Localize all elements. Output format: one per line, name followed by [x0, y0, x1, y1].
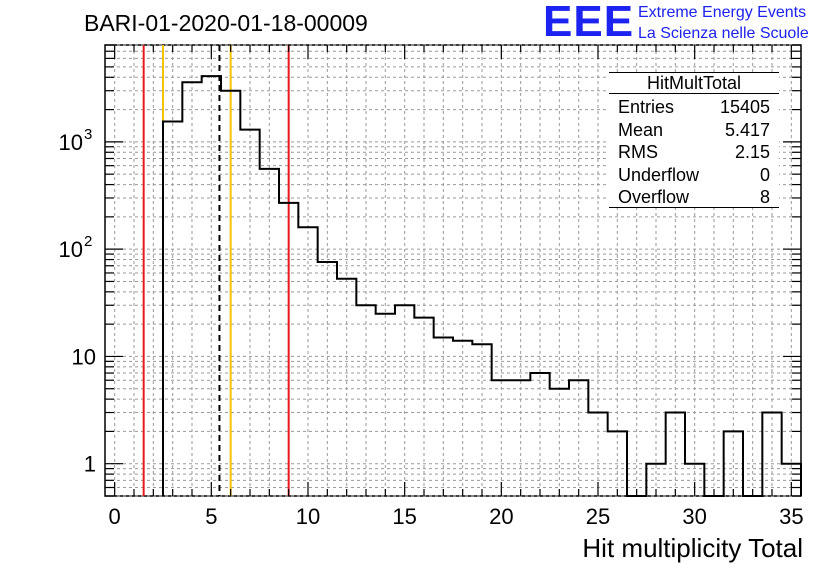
y-tick-label: 10 — [72, 344, 96, 369]
y-tick-label: 10 — [59, 237, 83, 262]
stats-row-underflow: Underflow 0 — [609, 164, 779, 187]
y-tick-exponent: 3 — [84, 126, 92, 143]
stats-label: Overflow — [618, 187, 690, 208]
x-tick-label: 15 — [392, 504, 416, 529]
x-tick-label: 30 — [682, 504, 706, 529]
eee-logo: EEE Extreme Energy Events La Scienza nel… — [543, 0, 833, 46]
histogram-outline — [162, 75, 802, 497]
logo-text-line2: La Scienza nelle Scuole — [638, 25, 809, 42]
run-title: BARI-01-2020-01-18-00009 — [84, 10, 368, 36]
histogram-bin — [260, 169, 279, 496]
grid-layer — [105, 44, 801, 497]
x-axis-title: Hit multiplicity Total — [582, 533, 803, 563]
x-tick-label: 25 — [586, 504, 610, 529]
stats-title: HitMultTotal — [609, 73, 779, 94]
y-tick-label: 1 — [84, 452, 96, 477]
x-tick-label: 35 — [779, 504, 803, 529]
stats-row-overflow: Overflow 8 — [609, 186, 779, 209]
x-tick-label: 20 — [489, 504, 513, 529]
x-tick-label: 10 — [296, 504, 320, 529]
stats-value: 5.417 — [724, 119, 770, 140]
histogram-bin — [182, 82, 201, 496]
y-tick-exponent: 2 — [84, 233, 92, 250]
stats-row-mean: Mean 5.417 — [609, 119, 779, 142]
logo-mark: EEE — [543, 0, 635, 46]
stats-value: 8 — [759, 187, 770, 208]
stats-box: HitMultTotal Entries 15405 Mean 5.417 RM… — [609, 72, 779, 208]
y-tick-label: 10 — [59, 130, 83, 155]
stats-value: 15405 — [719, 97, 770, 117]
logo-text-line1: Extreme Energy Events — [638, 4, 807, 21]
stats-row-entries: Entries 15405 — [609, 96, 779, 119]
stats-row-rms: RMS 2.15 — [609, 141, 779, 164]
stats-value: 0 — [759, 164, 770, 185]
stats-label: RMS — [618, 142, 658, 163]
histogram-layer — [162, 75, 802, 497]
stats-label: Underflow — [618, 164, 700, 185]
stats-value: 2.15 — [734, 142, 770, 163]
x-tick-label: 5 — [205, 504, 217, 529]
stats-label: Entries — [618, 97, 675, 117]
x-tick-label: 0 — [109, 504, 121, 529]
marker-layer — [142, 45, 290, 496]
stats-label: Mean — [618, 119, 664, 140]
